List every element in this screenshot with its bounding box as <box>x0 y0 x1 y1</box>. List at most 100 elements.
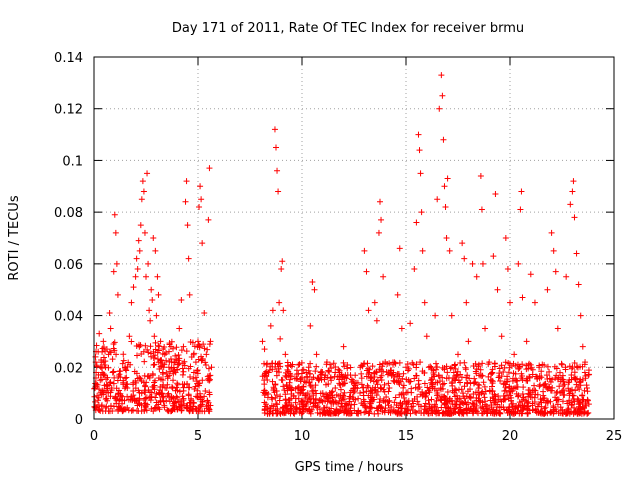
data-point <box>134 266 141 273</box>
data-point <box>409 359 416 366</box>
data-point <box>144 170 151 177</box>
data-point <box>185 255 192 262</box>
data-point <box>386 407 393 414</box>
data-point <box>516 364 523 371</box>
data-point <box>298 398 305 405</box>
data-point <box>267 408 274 415</box>
data-point <box>379 363 386 370</box>
data-point <box>525 387 532 394</box>
data-point <box>159 369 166 376</box>
data-point <box>407 320 414 327</box>
data-point <box>114 291 121 298</box>
data-point <box>561 381 568 388</box>
data-point <box>534 403 541 410</box>
data-point <box>421 370 428 377</box>
data-point <box>541 409 548 416</box>
data-point <box>277 393 284 400</box>
data-point <box>281 409 288 416</box>
data-point <box>112 394 119 401</box>
data-point <box>565 388 572 395</box>
data-point <box>559 398 566 405</box>
data-point <box>111 339 118 346</box>
data-point <box>354 385 361 392</box>
data-point <box>206 406 213 413</box>
data-point <box>453 401 460 408</box>
data-point <box>278 266 285 273</box>
data-point <box>580 396 587 403</box>
data-point <box>482 388 489 395</box>
data-point <box>151 379 158 386</box>
data-point <box>350 396 357 403</box>
data-point <box>366 399 373 406</box>
data-point <box>337 407 344 414</box>
data-point <box>123 374 130 381</box>
data-point <box>187 404 194 411</box>
data-point <box>418 209 425 216</box>
data-point <box>182 198 189 205</box>
data-point <box>519 376 526 383</box>
data-point <box>176 355 183 362</box>
data-point <box>496 409 503 416</box>
data-point <box>518 188 525 195</box>
data-point <box>472 379 479 386</box>
data-point <box>174 366 181 373</box>
data-point <box>205 365 212 372</box>
data-point <box>392 394 399 401</box>
data-point <box>495 392 502 399</box>
data-point <box>370 378 377 385</box>
data-point <box>301 392 308 399</box>
data-point <box>482 398 489 405</box>
data-point <box>103 395 110 402</box>
data-point <box>118 406 125 413</box>
data-point <box>452 361 459 368</box>
data-point <box>274 401 281 408</box>
data-point <box>307 360 314 367</box>
data-point <box>386 397 393 404</box>
data-point <box>525 393 532 400</box>
data-point <box>163 350 170 357</box>
data-point <box>401 394 408 401</box>
data-point <box>581 369 588 376</box>
data-point <box>357 364 364 371</box>
data-point <box>161 351 168 358</box>
data-point <box>187 374 194 381</box>
data-point <box>100 370 107 377</box>
data-point <box>317 397 324 404</box>
data-point <box>190 369 197 376</box>
data-point <box>513 403 520 410</box>
data-point <box>270 387 277 394</box>
data-point <box>475 395 482 402</box>
data-point <box>481 383 488 390</box>
data-point <box>427 377 434 384</box>
data-point <box>462 399 469 406</box>
data-point <box>560 392 567 399</box>
data-point <box>478 410 485 417</box>
data-point <box>380 386 387 393</box>
data-point <box>443 235 450 241</box>
data-point <box>508 385 515 392</box>
data-point <box>198 357 205 364</box>
data-point <box>307 382 314 389</box>
data-point <box>94 392 101 399</box>
data-point <box>280 307 287 314</box>
data-point <box>525 361 532 368</box>
data-point <box>129 396 136 403</box>
data-point <box>358 370 365 377</box>
data-point <box>179 393 186 400</box>
data-point <box>173 344 180 351</box>
data-point <box>336 369 343 376</box>
data-point <box>288 373 295 380</box>
data-point <box>427 363 434 370</box>
data-point <box>517 206 524 213</box>
data-point <box>547 379 554 386</box>
data-point <box>485 373 492 380</box>
data-point <box>470 362 477 369</box>
data-point <box>367 377 374 384</box>
data-point <box>272 381 279 388</box>
data-point <box>92 384 99 391</box>
x-axis-label: GPS time / hours <box>295 460 404 475</box>
data-point <box>412 384 419 391</box>
data-point <box>491 398 498 405</box>
data-point <box>340 343 347 350</box>
data-point <box>353 379 360 386</box>
